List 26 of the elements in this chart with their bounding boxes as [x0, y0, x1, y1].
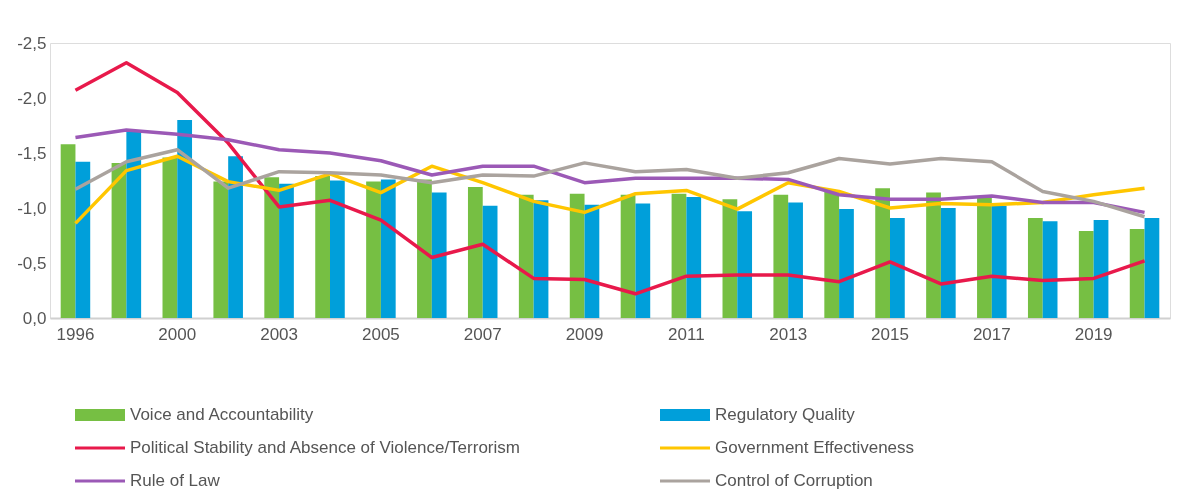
- y-tick-label: -0,5: [17, 253, 47, 273]
- y-tick-label: -1,0: [17, 198, 47, 218]
- x-tick-label: 2007: [463, 324, 502, 344]
- x-tick-label: 2017: [972, 324, 1011, 344]
- legend-label: Government Effectiveness: [715, 438, 915, 457]
- line-series: [73, 147, 1147, 219]
- y-tick-label: 0,0: [22, 308, 47, 328]
- y-tick-label: -1,5: [17, 143, 47, 163]
- y-tick-label: -2,0: [17, 88, 47, 108]
- legend-label: Rule of Law: [130, 471, 221, 490]
- x-tick-label: 2003: [260, 324, 298, 344]
- x-tick-label: 1996: [56, 324, 95, 344]
- x-tick-label: 2011: [668, 324, 705, 344]
- line-series: [73, 61, 1147, 296]
- y-tick-label: -2,5: [17, 33, 47, 53]
- legend-label: Control of Corruption: [715, 471, 873, 490]
- x-tick-label: 2000: [158, 324, 197, 344]
- legend-label: Voice and Accountability: [130, 405, 314, 424]
- x-tick-label: 2005: [362, 324, 400, 344]
- legend-label: Regulatory Quality: [715, 405, 856, 424]
- x-tick-label: 2009: [565, 324, 604, 344]
- line-series: [73, 128, 1147, 215]
- x-tick-label: 2013: [769, 324, 808, 344]
- x-tick-label: 2019: [1074, 324, 1113, 344]
- legend-label: Political Stability and Absence of Violence/Terrorism: [130, 438, 520, 457]
- x-tick-label: 2015: [871, 324, 909, 344]
